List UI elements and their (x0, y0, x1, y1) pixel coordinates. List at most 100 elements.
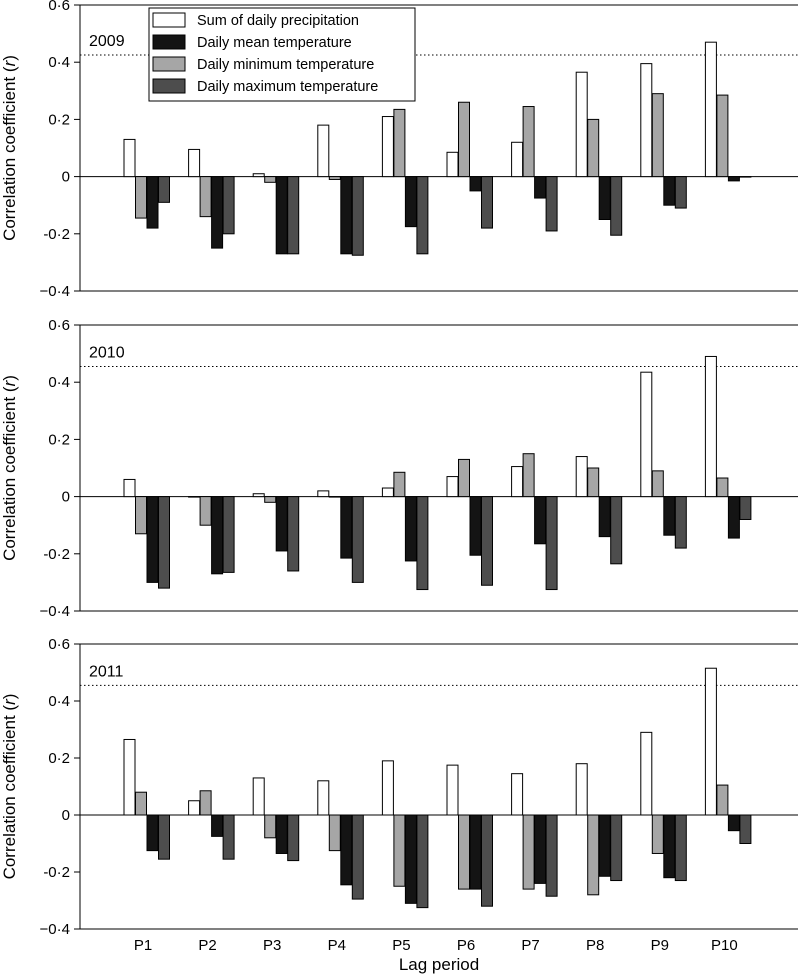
bar-daily-minimum-temperature-P3 (264, 496, 277, 503)
bar-daily-maximum-temperature-P6 (481, 176, 493, 229)
bar-sum-of-daily-precipitation-P2 (188, 148, 201, 178)
legend-swatch (152, 12, 186, 28)
bar-daily-minimum-temperature-P8 (587, 467, 600, 498)
bar-sum-of-daily-precipitation-P2 (188, 800, 201, 816)
x-tick-label: P9 (651, 937, 669, 954)
legend: Sum of daily precipitation Daily mean tem… (148, 7, 416, 102)
bar-daily-mean-temperature-P2 (211, 496, 224, 575)
bar-sum-of-daily-precipitation-P10 (704, 355, 717, 498)
y-axis-title-prefix: Correlation coefficient ( (0, 386, 19, 561)
bar-daily-maximum-temperature-P7 (545, 814, 558, 897)
legend-swatch (152, 34, 186, 50)
x-axis-title: Lag period (399, 955, 479, 974)
bar-sum-of-daily-precipitation-P5 (381, 116, 394, 178)
bar-daily-mean-temperature-P7 (534, 814, 547, 884)
bar-daily-minimum-temperature-P3 (264, 176, 277, 183)
y-tick-label: 0 (62, 169, 70, 186)
y-tick-label: 0·2 (48, 750, 70, 767)
bar-daily-maximum-temperature-P9 (674, 496, 687, 549)
bar-daily-mean-temperature-P7 (534, 496, 547, 545)
bar-sum-of-daily-precipitation-P9 (640, 371, 653, 498)
bar-sum-of-daily-precipitation-P5 (381, 487, 394, 498)
bar-daily-minimum-temperature-P5 (393, 108, 406, 178)
y-axis-title-italic: r (0, 379, 19, 386)
bar-daily-minimum-temperature-P1 (135, 496, 147, 535)
y-axis-title-italic: r (0, 59, 19, 66)
bar-sum-of-daily-precipitation-P3 (252, 493, 265, 498)
year-label: 2009 (89, 33, 125, 50)
bar-daily-mean-temperature-P1 (146, 176, 159, 229)
bar-daily-maximum-temperature-P5 (416, 176, 429, 255)
bar-sum-of-daily-precipitation-P7 (511, 141, 524, 178)
bar-sum-of-daily-precipitation-P4 (317, 780, 330, 816)
bar-daily-minimum-temperature-P9 (651, 470, 664, 498)
bar-sum-of-daily-precipitation-P4 (317, 490, 330, 498)
bar-daily-mean-temperature-P1 (146, 496, 159, 583)
panel-2009: −0·4 -0·2 0 0·2 0·4 0·6 2009 Correlation coeffi… (0, 0, 798, 300)
bar-daily-mean-temperature-P8 (598, 814, 611, 877)
bar-daily-maximum-temperature-P2 (222, 176, 235, 235)
bar-sum-of-daily-precipitation-P1 (123, 478, 136, 498)
bar-daily-minimum-temperature-P4 (328, 814, 341, 852)
y-tick-label: 0·2 (48, 111, 70, 128)
y-axis-title-prefix: Correlation coefficient ( (0, 705, 19, 880)
bar-daily-mean-temperature-P8 (598, 176, 611, 221)
x-tick-label: P6 (457, 937, 475, 954)
panels-layer: −0·4 -0·2 0 0·2 0·4 0·6 2009 Correlation coeffi… (0, 0, 798, 954)
bar-sum-of-daily-precipitation-P8 (575, 763, 588, 816)
y-tick-label: 0·4 (48, 374, 70, 391)
bar-daily-maximum-temperature-P3 (287, 814, 300, 862)
legend-label: Daily minimum temperature (197, 57, 374, 73)
bar-daily-mean-temperature-P6 (469, 496, 482, 556)
x-tick-label: P2 (198, 937, 216, 954)
y-tick-label: −0·4 (40, 603, 70, 620)
y-tick-label: −0·4 (40, 921, 70, 938)
bar-daily-mean-temperature-P2 (211, 176, 224, 249)
x-tick-label: P10 (711, 937, 738, 954)
x-tick-label: P3 (263, 937, 281, 954)
bar-daily-minimum-temperature-P9 (651, 93, 664, 178)
y-axis-title-prefix: Correlation coefficient ( (0, 66, 19, 241)
y-tick-label: -0·2 (43, 546, 70, 563)
y-axis-title-italic: r (0, 698, 19, 705)
y-tick-label: 0 (62, 807, 70, 824)
bar-daily-minimum-temperature-P3 (264, 814, 277, 839)
x-tick-label: P5 (392, 937, 410, 954)
bar-daily-maximum-temperature-P8 (610, 176, 623, 236)
y-tick-label: 0·4 (48, 54, 70, 71)
y-axis-title-suffix: ) (0, 55, 19, 61)
bar-daily-maximum-temperature-P6 (481, 496, 493, 586)
bar-daily-maximum-temperature-P1 (158, 496, 170, 589)
bar-daily-mean-temperature-P3 (275, 814, 288, 854)
bar-daily-maximum-temperature-P7 (545, 176, 558, 232)
bar-daily-minimum-temperature-P5 (393, 814, 406, 887)
bar-daily-mean-temperature-P5 (404, 176, 417, 228)
bar-daily-minimum-temperature-P5 (393, 471, 406, 498)
x-tick-label: P7 (521, 937, 539, 954)
bar-daily-maximum-temperature-P4 (351, 176, 364, 256)
bar-sum-of-daily-precipitation-P10 (704, 667, 717, 816)
legend-label: Daily mean temperature (197, 35, 352, 51)
bar-daily-minimum-temperature-P7 (522, 106, 535, 178)
bar-daily-mean-temperature-P2 (211, 814, 224, 837)
bar-sum-of-daily-precipitation-P3 (252, 173, 265, 178)
bar-daily-mean-temperature-P5 (404, 814, 417, 904)
bar-daily-mean-temperature-P9 (663, 814, 676, 879)
bar-daily-maximum-temperature-P9 (674, 814, 687, 882)
bar-daily-mean-temperature-P8 (598, 496, 611, 538)
bar-daily-maximum-temperature-P2 (222, 814, 235, 860)
y-tick-label: 0·2 (48, 431, 70, 448)
bar-daily-minimum-temperature-P10 (716, 784, 729, 816)
bar-daily-minimum-temperature-P2 (199, 176, 212, 218)
bar-daily-mean-temperature-P6 (469, 176, 482, 192)
bar-daily-minimum-temperature-P8 (587, 118, 600, 178)
bar-sum-of-daily-precipitation-P2 (188, 496, 201, 498)
bar-daily-maximum-temperature-P3 (287, 496, 300, 572)
bar-sum-of-daily-precipitation-P10 (704, 41, 717, 178)
bar-sum-of-daily-precipitation-P8 (575, 456, 588, 498)
bar-daily-mean-temperature-P5 (404, 496, 417, 562)
bar-daily-maximum-temperature-P1 (158, 814, 170, 860)
bar-daily-minimum-temperature-P6 (458, 101, 470, 178)
panel-2011: −0·4 -0·2 0 0·2 0·4 0·6 2011 Correlation coeffi… (0, 636, 798, 954)
